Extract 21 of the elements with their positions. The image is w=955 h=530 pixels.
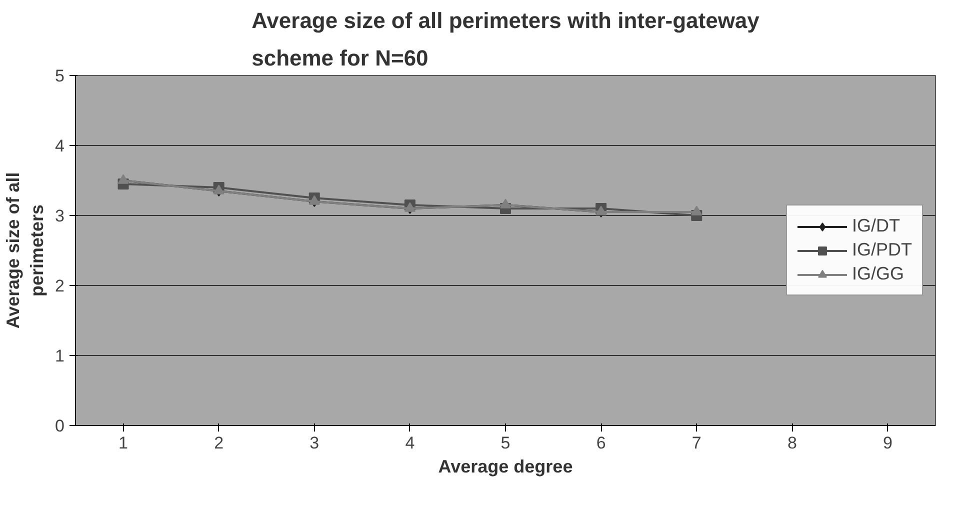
x-tick-label: 4 (405, 434, 415, 452)
y-tick-label: 3 (55, 206, 65, 226)
y-tick-label: 2 (55, 276, 65, 296)
y-tick-label: 1 (55, 346, 65, 366)
y-tick-label: 4 (55, 136, 65, 156)
x-tick-label: 1 (118, 434, 128, 452)
x-tick-label: 6 (596, 434, 606, 452)
x-tick-label: 7 (692, 434, 702, 452)
x-tick-label: 2 (214, 434, 224, 452)
legend-label: IG/GG (852, 264, 904, 284)
legend-label: IG/DT (852, 216, 900, 236)
x-axis-title: Average degree (438, 456, 573, 476)
chart-title: Average size of all perimeters with inter-gateway scheme for N=60 (252, 8, 760, 70)
legend-label: IG/PDT (852, 240, 912, 260)
x-tick-label: 8 (787, 434, 797, 452)
y-tick-label: 0 (55, 416, 65, 436)
x-tick-label: 5 (500, 434, 510, 452)
x-tick-label: 9 (882, 434, 892, 452)
y-axis-title: Average size of all perimeters (3, 172, 48, 329)
y-tick-label: 5 (55, 66, 65, 86)
x-tick-label: 3 (310, 434, 320, 452)
